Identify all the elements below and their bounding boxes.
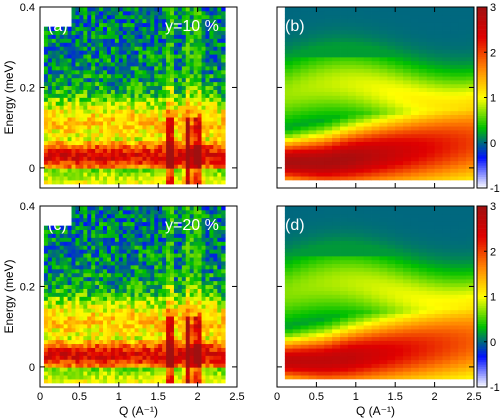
x-tick-label: 0 <box>274 391 280 403</box>
x-tick-label: 2 <box>432 391 438 403</box>
x-tick-label: 2.5 <box>466 391 481 403</box>
plot-frame <box>276 6 475 189</box>
y-tick-label: 0 <box>29 163 35 175</box>
x-axis-label: Q (A⁻¹) <box>119 404 158 418</box>
heatmap-cells <box>284 206 475 380</box>
x-tick-label: 1 <box>353 391 359 403</box>
panel-label: (a) <box>48 18 68 35</box>
colorbar-tick-label: 3 <box>490 201 496 213</box>
y-tick-label: 0.2 <box>20 82 35 94</box>
panel-label: (c) <box>48 217 67 234</box>
x-tick-label: 2 <box>195 391 201 403</box>
colorbar-tick-label: 0 <box>490 138 496 150</box>
y-tick-label: 0.4 <box>20 2 35 14</box>
x-tick-label: 1 <box>116 391 122 403</box>
panel-a: 0 0.2 0.4 Energy (meV) (a) y=10 % <box>2 2 238 189</box>
x-tick-label: 1.5 <box>388 391 403 403</box>
panel-c: 0 0.5 1 1.5 2 2.5 0 0.2 0.4 Energy (meV) Q (A⁻¹) (c… <box>2 201 245 418</box>
x-tick-label: 2.5 <box>229 391 244 403</box>
x-tick-label: 1.5 <box>151 391 166 403</box>
colorbar-tick-label: 3 <box>490 2 496 14</box>
panel-label: (d) <box>285 217 305 234</box>
heatmap-cells <box>43 206 226 384</box>
colorbar-tick-label: 2 <box>490 246 496 258</box>
colorbar: -1 0 1 2 3 <box>476 2 500 195</box>
panel-d: 0 0.5 1 1.5 2 2.5 Q (A⁻¹) (d) <box>274 205 482 418</box>
panel-label: (b) <box>285 18 305 35</box>
colorbar-tick-label: 2 <box>490 47 496 59</box>
x-tick-label: 0.5 <box>309 391 324 403</box>
x-tick-label: 0.5 <box>72 391 87 403</box>
panel-annotation: y=20 % <box>165 217 219 234</box>
colorbar-tick-label: -1 <box>490 382 500 394</box>
plot-frame <box>276 205 475 388</box>
y-axis-label: Energy (meV) <box>2 60 16 134</box>
colorbar: -1 0 1 2 3 <box>476 201 500 394</box>
heatmap-cells <box>43 7 226 185</box>
panel-annotation: y=10 % <box>165 18 219 35</box>
plot-frame <box>39 6 238 189</box>
colorbar-tick-label: 1 <box>490 292 496 304</box>
y-tick-label: 0.2 <box>20 281 35 293</box>
y-tick-label: 0 <box>29 362 35 374</box>
heatmap-cells <box>284 7 475 181</box>
colorbar-tick-label: 1 <box>490 93 496 105</box>
y-tick-label: 0.4 <box>20 201 35 213</box>
panel-b: (b) <box>276 6 475 189</box>
colorbars: -1 0 1 2 3 -1 0 1 2 3 <box>476 2 500 394</box>
colorbar-tick-label: -1 <box>490 183 500 195</box>
x-axis-label: Q (A⁻¹) <box>356 404 395 418</box>
plot-frame <box>39 205 238 388</box>
x-tick-label: 0 <box>37 391 43 403</box>
y-axis-label: Energy (meV) <box>2 259 16 333</box>
colorbar-tick-label: 0 <box>490 337 496 349</box>
